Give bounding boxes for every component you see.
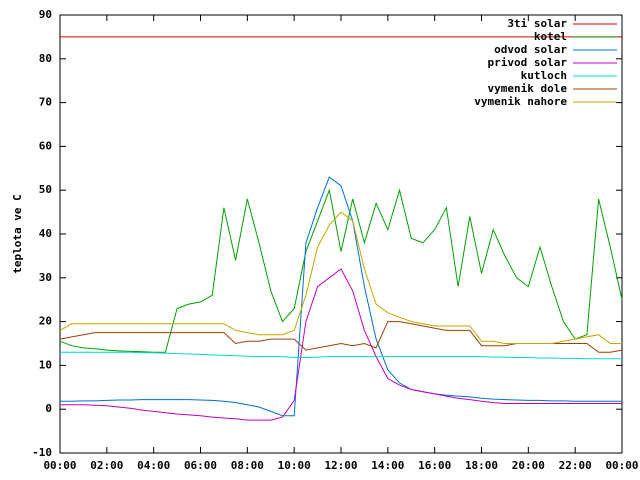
legend-label: privod solar	[488, 56, 568, 69]
x-tick-label: 16:00	[418, 459, 451, 472]
y-tick-label: 60	[39, 139, 52, 152]
y-tick-label: 90	[39, 8, 52, 21]
x-tick-label: 22:00	[559, 459, 592, 472]
series-line	[60, 176, 622, 417]
y-tick-label: 0	[45, 402, 52, 415]
legend-label: kutloch	[521, 69, 567, 82]
plot-frame	[59, 14, 623, 454]
x-tick-label: 04:00	[137, 459, 170, 472]
y-tick-label: 10	[39, 358, 52, 371]
legend-label: kotel	[534, 30, 567, 43]
series-line	[60, 268, 622, 421]
legend-label: 3ti solar	[507, 17, 567, 30]
y-tick-label: -10	[32, 446, 52, 459]
y-tick-label: 30	[39, 271, 52, 284]
series-line	[59, 211, 622, 344]
x-tick-label: 00:00	[605, 459, 638, 472]
x-tick-label: 06:00	[184, 459, 217, 472]
y-tick-label: 50	[39, 183, 52, 196]
series-line	[59, 188, 623, 353]
x-tick-label: 12:00	[324, 459, 357, 472]
x-tick-label: 14:00	[371, 459, 404, 472]
legend-label: odvod solar	[494, 43, 567, 56]
x-tick-label: 02:00	[90, 459, 123, 472]
x-tick-label: 00:00	[43, 459, 76, 472]
x-tick-label: 08:00	[231, 459, 264, 472]
legend-label: vymenik nahore	[474, 95, 567, 108]
x-tick-label: 20:00	[512, 459, 545, 472]
x-tick-label: 18:00	[465, 459, 498, 472]
legend-label: vymenik dole	[488, 82, 568, 95]
series-line	[59, 321, 623, 353]
x-tick-label: 10:00	[278, 459, 311, 472]
series-line	[60, 351, 622, 360]
y-axis-label: teplota ve C	[11, 194, 24, 273]
y-tick-label: 70	[39, 96, 52, 109]
y-tick-label: 40	[39, 227, 52, 240]
y-tick-label: 20	[39, 315, 52, 328]
y-tick-label: 80	[39, 52, 52, 65]
